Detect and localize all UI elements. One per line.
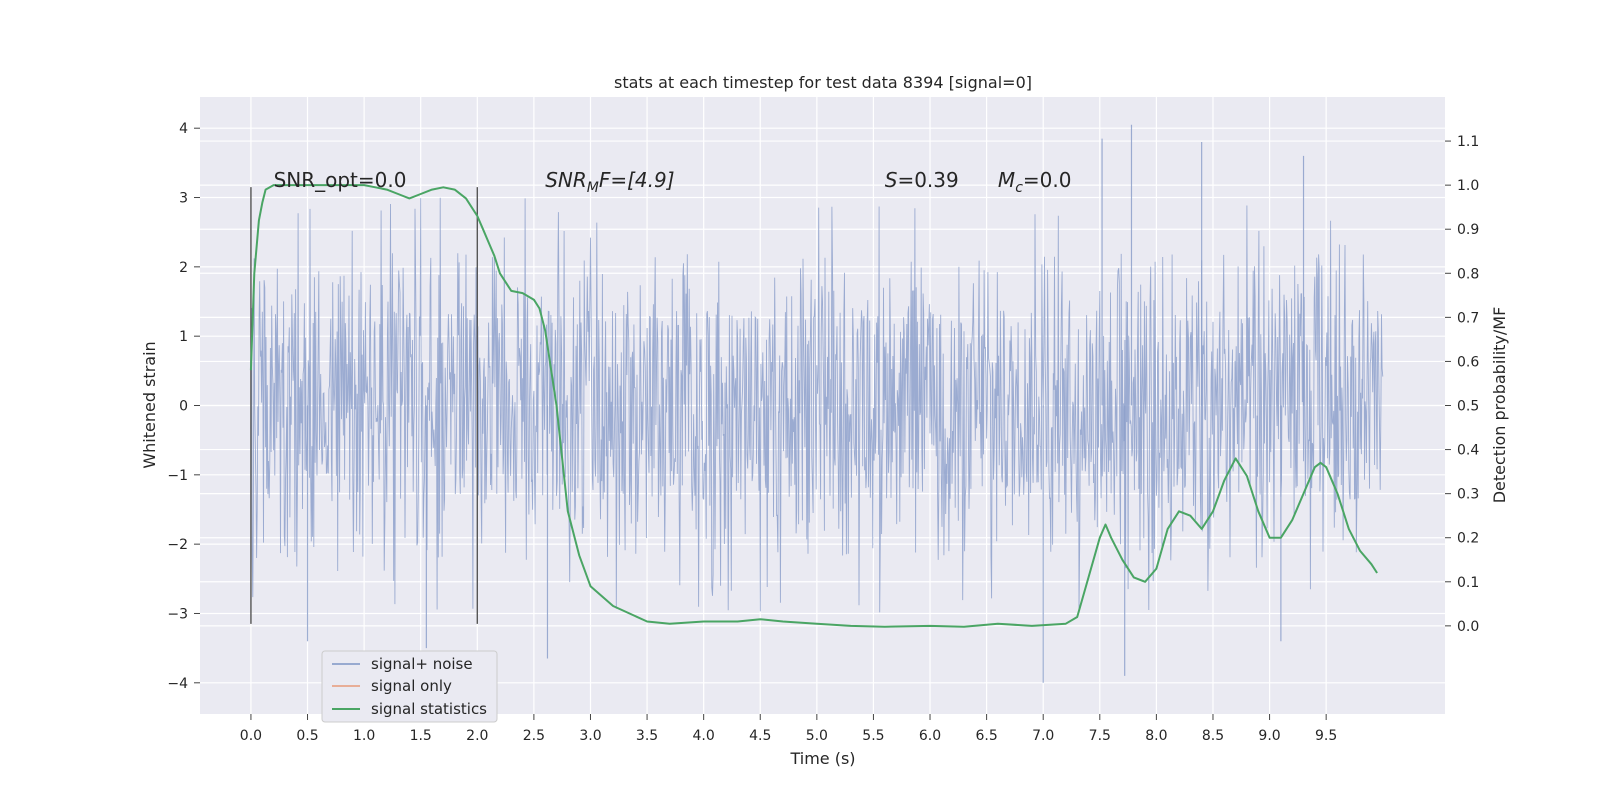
annotation-s-value: S=0.39 bbox=[885, 168, 959, 192]
y-tick-label: 4 bbox=[179, 121, 188, 137]
legend-label-signal-only: signal only bbox=[371, 677, 452, 695]
legend-label-signal-noise: signal+ noise bbox=[371, 655, 473, 673]
y2-tick-label: 0.3 bbox=[1457, 487, 1479, 503]
x-tick-label: 2.0 bbox=[466, 728, 488, 744]
x-tick-label: 0.0 bbox=[240, 728, 262, 744]
y2-tick-label: 0.9 bbox=[1457, 222, 1479, 238]
x-tick-label: 7.0 bbox=[1032, 728, 1054, 744]
legend-box bbox=[321, 650, 498, 723]
noise-trace bbox=[250, 197, 1384, 613]
y-tick-label: −4 bbox=[167, 676, 188, 692]
chart-title: stats at each timestep for test data 839… bbox=[614, 73, 1032, 92]
x-tick-label: 6.0 bbox=[919, 728, 941, 744]
y-tick-label: 2 bbox=[179, 260, 188, 276]
x-tick-label: 0.5 bbox=[296, 728, 318, 744]
annotations: SNR_opt=0.0 SNRMF=[4.9] S=0.39 Mc=0.0 bbox=[274, 168, 1072, 196]
x-tick-label: 2.5 bbox=[523, 728, 545, 744]
x-tick-label: 5.5 bbox=[862, 728, 884, 744]
axis-ticks: 0.0 0.5 1.0 1.5 2.0 2.5 3.0 3.5 4.0 4.5 5.0 5.5 6.0 6… bbox=[167, 121, 1479, 744]
x-tick-label: 4.5 bbox=[749, 728, 771, 744]
x-tick-label: 1.0 bbox=[353, 728, 375, 744]
y2-tick-label: 1.1 bbox=[1457, 134, 1479, 150]
y-tick-label: −2 bbox=[167, 537, 188, 553]
annotation-main: SNR bbox=[545, 168, 587, 192]
y-tick-label: −3 bbox=[167, 606, 188, 622]
y2-tick-label: 0.5 bbox=[1457, 399, 1479, 415]
y2-tick-label: 0.0 bbox=[1457, 619, 1479, 635]
annotation-sub: c bbox=[1015, 180, 1023, 196]
annotation-main: S bbox=[885, 168, 898, 192]
annotation-tail: =0.39 bbox=[897, 168, 958, 192]
legend-label-signal-statistics: signal statistics bbox=[371, 700, 487, 718]
y-axis-label: Whitened strain bbox=[140, 341, 159, 468]
x-axis-label: Time (s) bbox=[789, 749, 855, 768]
annotation-main: M bbox=[998, 168, 1015, 192]
marker-lines bbox=[250, 187, 478, 624]
x-tick-label: 1.5 bbox=[410, 728, 432, 744]
x-tick-label: 3.0 bbox=[579, 728, 601, 744]
y2-tick-label: 0.6 bbox=[1457, 354, 1479, 370]
annotation-tail: =0.0 bbox=[1023, 168, 1072, 192]
y2-axis-label: Detection probability/MF bbox=[1490, 307, 1509, 504]
y-tick-label: 0 bbox=[179, 399, 188, 415]
y2-tick-label: 0.4 bbox=[1457, 443, 1479, 459]
x-tick-label: 6.5 bbox=[975, 728, 997, 744]
legend: signal+ noise signal only signal statist… bbox=[321, 650, 498, 723]
y2-tick-label: 0.1 bbox=[1457, 575, 1479, 591]
y-tick-label: −1 bbox=[167, 468, 188, 484]
x-tick-label: 7.5 bbox=[1089, 728, 1111, 744]
annotation-sub: M bbox=[587, 180, 599, 196]
y2-tick-label: 1.0 bbox=[1457, 178, 1479, 194]
x-tick-label: 4.0 bbox=[693, 728, 715, 744]
annotation-tail: F=[4.9] bbox=[599, 168, 675, 192]
x-tick-label: 3.5 bbox=[636, 728, 658, 744]
series-signal-statistics bbox=[249, 184, 1378, 628]
x-tick-label: 8.5 bbox=[1202, 728, 1224, 744]
annotation-mc-value: Mc=0.0 bbox=[998, 168, 1072, 196]
y-tick-label: 1 bbox=[179, 329, 188, 345]
annotation-snr-mf: SNRMF=[4.9] bbox=[545, 168, 674, 196]
x-tick-label: 9.0 bbox=[1258, 728, 1280, 744]
x-tick-label: 8.0 bbox=[1145, 728, 1167, 744]
y2-tick-label: 0.2 bbox=[1457, 531, 1479, 547]
y2-tick-label: 0.8 bbox=[1457, 266, 1479, 282]
signal-statistics-line bbox=[249, 184, 1378, 628]
annotation-main: SNR_opt=0.0 bbox=[274, 168, 407, 192]
y-tick-label: 3 bbox=[179, 191, 188, 207]
y2-tick-label: 0.7 bbox=[1457, 310, 1479, 326]
x-tick-label: 5.0 bbox=[806, 728, 828, 744]
annotation-snr-opt: SNR_opt=0.0 bbox=[274, 168, 407, 192]
x-tick-label: 9.5 bbox=[1315, 728, 1337, 744]
series-signal-noise bbox=[250, 124, 1384, 683]
